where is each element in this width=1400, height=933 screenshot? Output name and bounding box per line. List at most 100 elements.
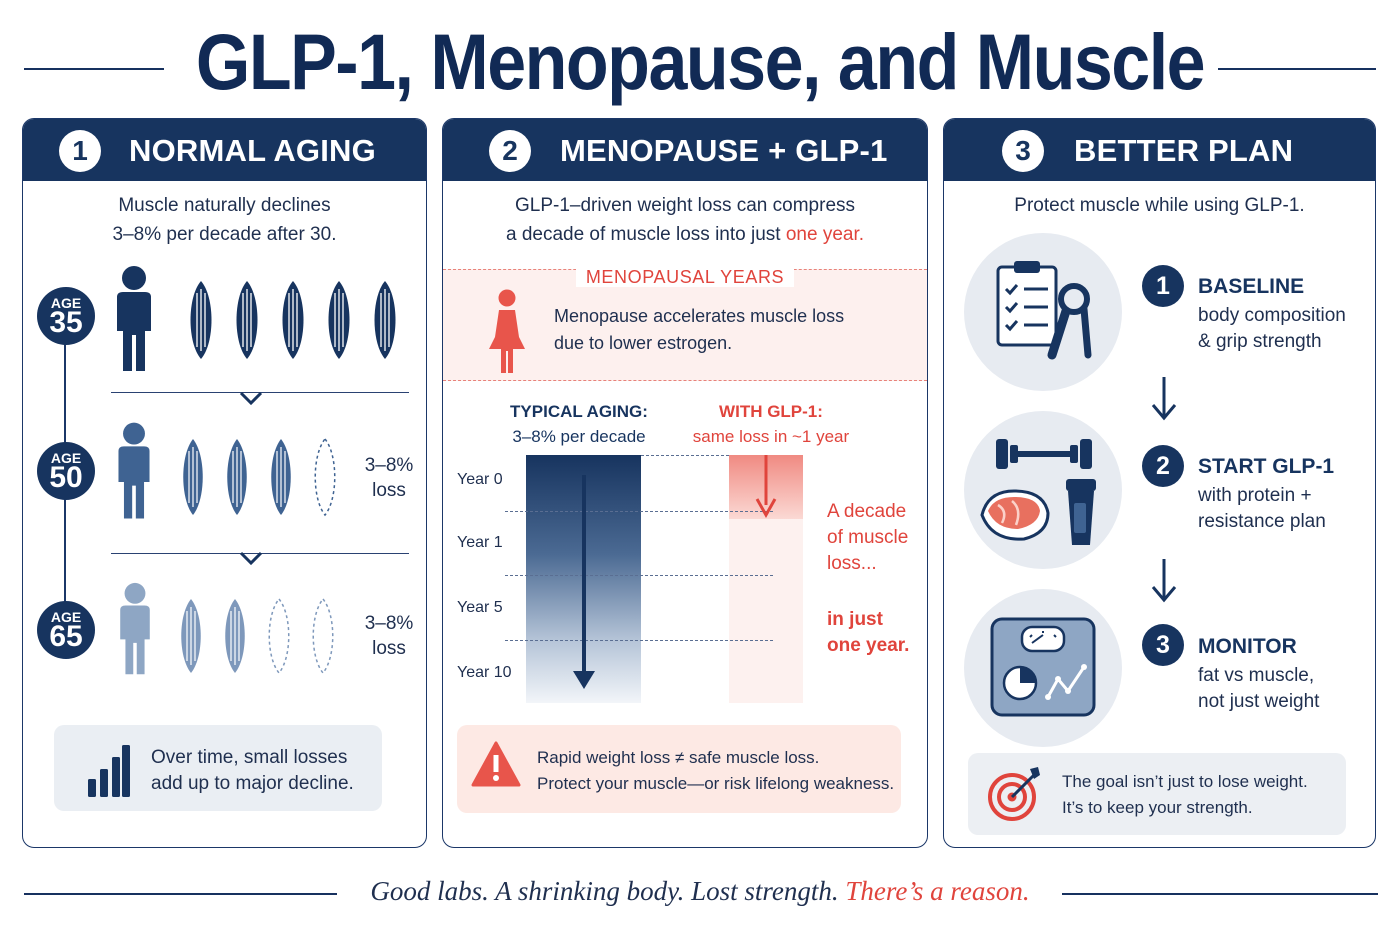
intro-line: a decade of muscle loss into just one ye… [443, 220, 927, 249]
year-label: Year 1 [457, 534, 503, 551]
pie-chart-icon [1002, 665, 1038, 701]
callout-text: Rapid weight loss ≠ safe muscle loss. Pr… [537, 745, 894, 797]
muscle-row-50 [183, 437, 336, 517]
step-number: 2 [1142, 445, 1184, 487]
gridline [641, 455, 729, 456]
lost-muscle-outline [268, 597, 334, 675]
step-title: MONITOR [1198, 635, 1297, 658]
age-label: AGE [50, 450, 82, 466]
person-icon [117, 266, 151, 371]
monitor-illustration [964, 589, 1122, 747]
chevron-down-icon [239, 551, 263, 566]
menopausal-years-label: MENOPAUSAL YEARS [443, 267, 927, 288]
title-rule-left [24, 68, 164, 70]
clipboard-icon [996, 261, 1092, 360]
gridline [505, 575, 773, 576]
panel-number: 2 [489, 130, 531, 172]
decade-callout: A decade of muscle loss... [827, 499, 908, 577]
arrow-down-icon [755, 455, 777, 519]
panel-intro: Muscle naturally declines 3–8% per decad… [23, 191, 426, 249]
loss-note: 3–8% loss [359, 453, 419, 503]
warning-icon [471, 741, 521, 787]
intro-line: GLP-1–driven weight loss can compress [514, 195, 856, 216]
meno-line: Menopause accelerates muscle loss [554, 306, 845, 326]
panel-menopause-glp1: 2 MENOPAUSE + GLP-1 GLP-1–driven weight … [442, 118, 928, 848]
loss-note: 3–8% loss [359, 611, 419, 661]
step-line: body composition [1198, 305, 1346, 326]
callout-line: Over time, small losses [151, 747, 348, 768]
callout-line: add up to major decline. [151, 773, 354, 794]
callout-text: The goal isn’t just to lose weight. It’s… [1062, 769, 1308, 821]
panel-number: 3 [1002, 130, 1044, 172]
year-label: Year 0 [457, 471, 503, 488]
scale-icon [990, 617, 1096, 717]
age-value: 35 [49, 306, 83, 339]
age-value: 65 [49, 620, 83, 653]
col-subtitle: same loss in ~1 year [692, 427, 850, 446]
with-glp1-header: WITH GLP-1: same loss in ~1 year [671, 399, 871, 449]
muscle-row-35 [190, 281, 396, 359]
footer-rule-left [24, 893, 337, 895]
gridline [505, 640, 773, 641]
panel-header: 2 MENOPAUSE + GLP-1 [443, 119, 927, 181]
panel-better-plan: 3 BETTER PLAN Protect muscle while using… [943, 118, 1376, 848]
footer-rule-right [1062, 893, 1378, 895]
panel-title: MENOPAUSE + GLP-1 [560, 133, 888, 168]
meno-line: due to lower estrogen. [554, 333, 733, 353]
footer-tagline: Good labs. A shrinking body. Lost streng… [0, 876, 1400, 907]
intro-text: a decade of muscle loss into just [505, 224, 786, 245]
dumbbell-icon [980, 439, 1096, 545]
intro-emphasis: one year. [785, 224, 865, 245]
shaker-icon [1066, 479, 1096, 545]
one-year-callout: in just one year. [827, 607, 909, 659]
chevron-down-icon [239, 391, 263, 406]
goal-callout: The goal isn’t just to lose weight. It’s… [968, 753, 1346, 835]
tagline-text: Good labs. A shrinking body. Lost streng… [370, 876, 846, 906]
step-title: BASELINE [1198, 275, 1305, 298]
intro-line: Muscle naturally declines [118, 195, 331, 216]
age-badge-65: AGE 65 [37, 601, 95, 659]
footer: Good labs. A shrinking body. Lost streng… [0, 868, 1400, 918]
side-line: A decade [827, 501, 907, 522]
person-icon [120, 582, 150, 675]
step-line: with protein + [1198, 485, 1312, 506]
baseline-illustration [964, 233, 1122, 391]
header: GLP-1, Menopause, and Muscle [0, 14, 1400, 114]
panel-title: BETTER PLAN [1074, 133, 1294, 168]
callout-line: The goal isn’t just to lose weight. [1062, 772, 1308, 791]
title-rule-right [1218, 68, 1376, 70]
arrow-down-icon [1151, 377, 1177, 421]
loss-percent: 3–8% [364, 613, 414, 634]
step-line: & grip strength [1198, 331, 1322, 352]
step-description: body composition & grip strength [1198, 303, 1346, 355]
panel-header: 3 BETTER PLAN [944, 119, 1375, 181]
lost-muscle-outline [314, 437, 336, 517]
year-label: Year 5 [457, 599, 503, 616]
meno-title-text: MENOPAUSAL YEARS [575, 267, 795, 287]
person-icon [118, 422, 150, 519]
side-line: one year. [827, 635, 910, 656]
age-badge-50: AGE 50 [37, 442, 95, 500]
loss-word: loss [372, 480, 406, 501]
typical-aging-header: TYPICAL AGING: 3–8% per decade [479, 399, 679, 449]
side-line: loss... [827, 553, 877, 574]
col-title: WITH GLP-1: [719, 402, 823, 421]
callout-line: Rapid weight loss ≠ safe muscle loss. [537, 748, 820, 767]
step-description: with protein + resistance plan [1198, 483, 1326, 535]
age-label: AGE [50, 295, 82, 311]
arrow-down-icon [1151, 559, 1177, 603]
loss-percent: 3–8% [364, 455, 414, 476]
col-title: TYPICAL AGING: [510, 402, 648, 421]
panel-intro: GLP-1–driven weight loss can compress a … [443, 191, 927, 249]
intro-line: 3–8% per decade after 30. [112, 224, 337, 245]
salmon-icon [980, 489, 1050, 541]
callout-line: Protect your muscle—or risk lifelong wea… [537, 774, 895, 793]
loss-word: loss [372, 638, 406, 659]
callout-line: It’s to keep your strength. [1062, 798, 1253, 817]
panel-title: NORMAL AGING [129, 133, 376, 168]
bar-chart-icon [88, 745, 130, 797]
start-glp1-illustration [964, 411, 1122, 569]
muscle-row-65 [181, 597, 334, 675]
year-label: Year 10 [457, 664, 512, 681]
step-number: 1 [1142, 265, 1184, 307]
